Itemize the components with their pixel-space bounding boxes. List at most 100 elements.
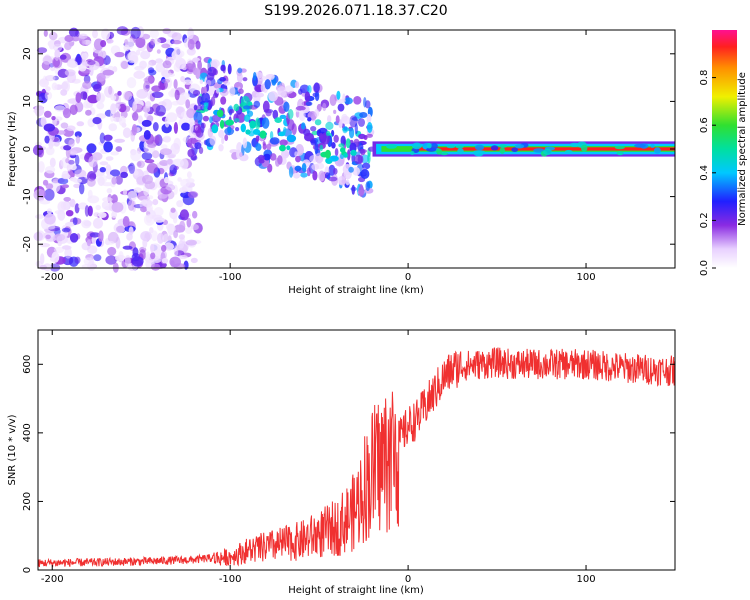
heatmap-cell	[194, 119, 198, 127]
heatmap-cell	[169, 256, 181, 268]
heatmap-cell	[310, 126, 317, 132]
heatmap-cell	[295, 155, 301, 163]
heatmap-cell	[69, 198, 76, 208]
heatmap-cell	[102, 197, 113, 202]
heatmap-cell	[242, 137, 248, 149]
heatmap-cell	[45, 234, 51, 240]
heatmap-cell	[160, 144, 168, 150]
y-tick-label: -20	[22, 236, 33, 252]
heatmap-cell	[42, 55, 52, 65]
heatmap-cell	[44, 213, 56, 225]
heatmap-cell	[81, 39, 86, 45]
heatmap-cell	[141, 152, 153, 160]
heatmap-cell	[171, 32, 182, 41]
heatmap-cell	[367, 152, 371, 164]
heatmap-cell	[124, 255, 131, 267]
heatmap-cell	[99, 167, 107, 173]
heatmap-cell	[62, 245, 71, 250]
x-tick-label: -200	[41, 574, 64, 585]
heatmap-cell	[306, 167, 311, 177]
heatmap-cell	[93, 254, 102, 262]
heatmap-cell	[301, 122, 306, 130]
heatmap-cell	[354, 123, 358, 135]
heatmap-cell	[98, 212, 107, 218]
heatmap-cell	[181, 122, 191, 131]
heatmap-cell	[283, 101, 290, 113]
heatmap-cell	[114, 51, 125, 58]
heatmap-cell	[329, 94, 337, 106]
heatmap-cell	[104, 86, 114, 98]
heatmap-cell	[178, 240, 185, 249]
spectrogram-x-ticks: -200 -100 0 100	[41, 30, 596, 283]
heatmap-cell	[325, 130, 331, 136]
x-tick-label: -100	[219, 574, 242, 585]
heatmap-cell	[340, 147, 346, 153]
heatmap-cell	[242, 105, 251, 110]
heatmap-cell	[176, 200, 184, 208]
heatmap-cell	[171, 40, 182, 45]
heatmap-cell	[436, 148, 443, 155]
heatmap-cell	[61, 227, 71, 233]
heatmap-cell	[178, 254, 188, 260]
heatmap-cell	[179, 220, 186, 233]
heatmap-cell	[335, 115, 340, 124]
y-tick-label: 20	[22, 47, 33, 60]
heatmap-cell	[333, 168, 338, 175]
heatmap-cell	[314, 119, 322, 126]
heatmap-cell	[173, 245, 179, 258]
colorbar-label: Normalized spectral amplitude	[737, 72, 748, 226]
heatmap-cell	[60, 89, 68, 96]
heatmap-cell	[173, 47, 181, 55]
heatmap-cell	[255, 92, 264, 98]
heatmap-cell	[112, 103, 121, 111]
heatmap-cell	[118, 251, 124, 261]
heatmap-cell	[122, 91, 133, 101]
heatmap-cell	[352, 166, 361, 176]
heatmap-cell	[146, 205, 154, 212]
heatmap-cell	[161, 244, 167, 252]
heatmap-cell	[190, 224, 199, 231]
heatmap-cell	[340, 116, 351, 125]
heatmap-cell	[198, 146, 204, 154]
heatmap-cell	[103, 134, 113, 141]
heatmap-cell	[227, 126, 232, 134]
heatmap-cell	[245, 129, 251, 135]
heatmap-cell	[360, 169, 370, 179]
colorbar-tick-label: 0.8	[699, 70, 710, 86]
heatmap-cell	[137, 115, 143, 124]
heatmap-cell	[170, 88, 176, 97]
heatmap-cell	[257, 154, 266, 161]
heatmap-cell	[310, 139, 317, 146]
heatmap-cell	[149, 227, 154, 234]
heatmap-cell	[457, 148, 464, 155]
heatmap-cell	[48, 138, 54, 150]
heatmap-cell	[122, 216, 130, 228]
heatmap-cell	[106, 174, 113, 180]
heatmap-cell	[86, 177, 96, 187]
heatmap-cell	[269, 153, 277, 161]
heatmap-cell	[186, 171, 192, 179]
heatmap-cell	[187, 27, 194, 40]
heatmap-cell	[334, 148, 339, 157]
heatmap-cell	[87, 245, 98, 254]
heatmap-cell	[141, 199, 148, 205]
heatmap-cell	[76, 121, 85, 127]
heatmap-cell	[93, 212, 100, 218]
heatmap-cell	[203, 86, 207, 94]
snr-y-ticks: 0 200 400 600	[22, 355, 675, 573]
heatmap-cell	[45, 75, 56, 82]
heatmap-cell	[328, 176, 338, 182]
heatmap-cell	[259, 130, 267, 139]
heatmap-cell	[132, 111, 139, 121]
heatmap-cell	[499, 147, 505, 154]
heatmap-cell	[319, 144, 324, 152]
heatmap-cell	[45, 183, 54, 190]
heatmap-cell	[152, 122, 159, 132]
heatmap-cell	[160, 148, 172, 156]
heatmap-cell	[333, 134, 339, 143]
heatmap-cell	[131, 256, 144, 267]
heatmap-cell	[307, 117, 312, 122]
heatmap-cell	[34, 105, 45, 117]
heatmap-cell	[92, 217, 104, 229]
x-tick-label: -100	[219, 272, 242, 283]
